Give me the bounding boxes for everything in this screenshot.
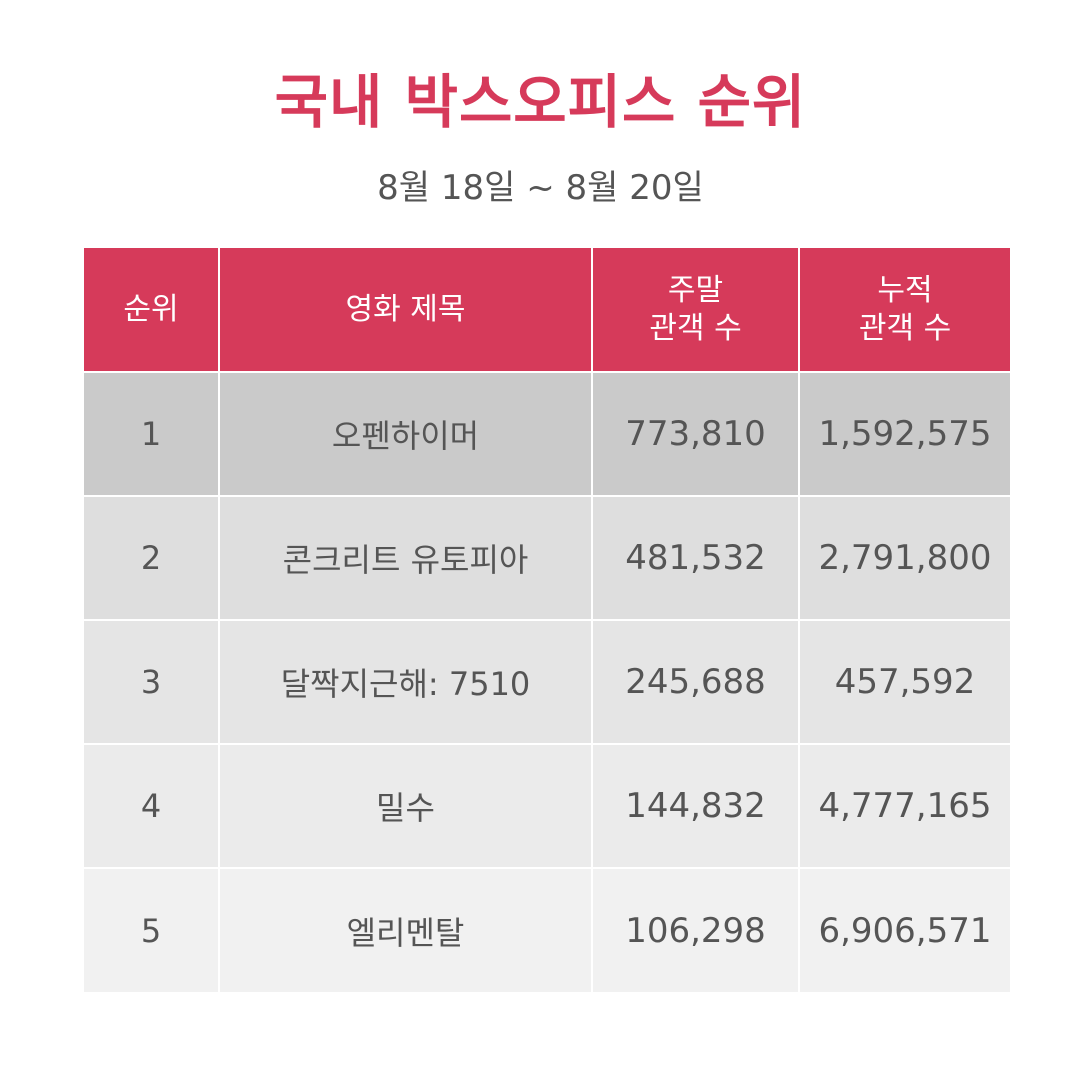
table-row: 5 엘리멘탈 106,298 6,906,571: [84, 867, 1010, 992]
rank-cell: 1: [84, 371, 220, 496]
table-row: 2 콘크리트 유토피아 481,532 2,791,800: [84, 495, 1010, 620]
rank-cell: 2: [84, 495, 220, 620]
movie-title-cell: 달짝지근해: 7510: [219, 619, 593, 744]
header-weekend-audience: 주말 관객 수: [592, 248, 800, 372]
movie-title-cell: 콘크리트 유토피아: [219, 495, 593, 620]
header-total-line2: 관객 수: [858, 310, 952, 346]
total-audience-cell: 4,777,165: [799, 743, 1010, 868]
header-weekend-line1: 주말: [667, 272, 724, 308]
header-weekend-line2: 관객 수: [649, 310, 742, 346]
header-total-audience: 누적 관객 수: [799, 248, 1010, 372]
movie-title-cell: 오펜하이머: [219, 371, 593, 496]
rank-cell: 5: [84, 867, 220, 992]
box-office-table: 순위 영화 제목 주말 관객 수 누적 관객 수 1 오펜하이머 773,810…: [84, 248, 1010, 992]
table-header-row: 순위 영화 제목 주말 관객 수 누적 관객 수: [84, 248, 1010, 372]
weekend-audience-cell: 144,832: [592, 743, 800, 868]
total-audience-cell: 457,592: [799, 619, 1010, 744]
rank-cell: 4: [84, 743, 220, 868]
table-row: 4 밀수 144,832 4,777,165: [84, 743, 1010, 868]
total-audience-cell: 6,906,571: [799, 867, 1010, 992]
movie-title-cell: 밀수: [219, 743, 593, 868]
total-audience-cell: 1,592,575: [799, 371, 1010, 496]
header-title: 영화 제목: [219, 248, 593, 372]
weekend-audience-cell: 245,688: [592, 619, 800, 744]
weekend-audience-cell: 773,810: [592, 371, 800, 496]
table-row: 1 오펜하이머 773,810 1,592,575: [84, 371, 1010, 496]
rank-cell: 3: [84, 619, 220, 744]
total-audience-cell: 2,791,800: [799, 495, 1010, 620]
page-title: 국내 박스오피스 순위: [274, 68, 807, 136]
weekend-audience-cell: 106,298: [592, 867, 800, 992]
movie-title-cell: 엘리멘탈: [219, 867, 593, 992]
weekend-audience-cell: 481,532: [592, 495, 800, 620]
date-range: 8월 18일 ~ 8월 20일: [377, 168, 704, 208]
header-total-line1: 누적: [877, 272, 933, 308]
header-rank: 순위: [84, 248, 220, 372]
table-row: 3 달짝지근해: 7510 245,688 457,592: [84, 619, 1010, 744]
